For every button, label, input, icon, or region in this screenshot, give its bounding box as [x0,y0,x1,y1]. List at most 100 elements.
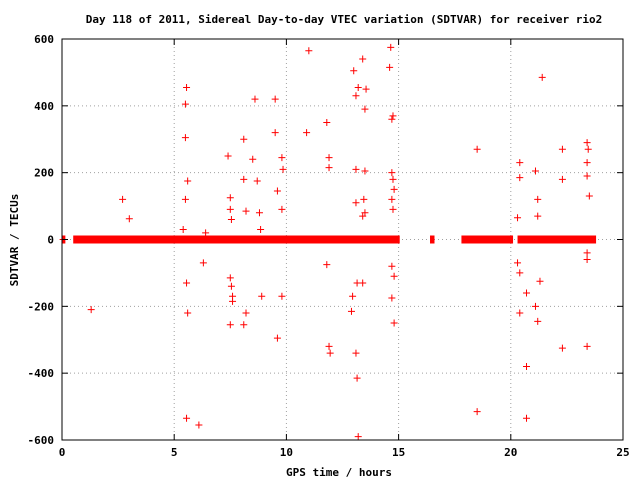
data-point [390,272,398,280]
data-point [534,212,542,220]
data-point [255,209,263,217]
data-point [183,414,191,422]
data-point [323,119,331,127]
data-point [352,199,360,207]
data-point [390,319,398,327]
data-point [516,269,524,277]
data-point [523,362,531,370]
data-point [179,225,187,233]
data-point [354,83,362,91]
data-point [558,344,566,352]
data-point [388,262,396,270]
data-point [271,95,279,103]
data-point [362,85,370,93]
data-point [388,115,396,123]
data-point [536,277,544,285]
data-point [473,145,481,153]
data-point [227,215,235,223]
y-axis-label: SDTVAR / TECUs [8,194,21,287]
axis-ticks [61,38,624,441]
x-tick-label: 15 [392,446,405,459]
data-point [359,212,367,220]
data-point [523,414,531,422]
data-point [558,145,566,153]
y-tick-label: -400 [28,367,55,380]
data-point [278,292,286,300]
data-point [388,195,396,203]
data-point [87,306,95,314]
data-point [326,349,334,357]
data-points [59,43,593,441]
data-point [389,112,397,120]
data-point [325,342,333,350]
data-point [523,289,531,297]
y-tick-label: 200 [34,167,54,180]
data-point [183,279,191,287]
data-point [388,169,396,177]
data-point [184,177,192,185]
data-point [278,154,286,162]
data-point [278,205,286,213]
data-point [273,187,281,195]
data-point [242,207,250,215]
data-point [240,175,248,183]
x-axis-label: GPS time / hours [286,466,392,479]
data-point [583,139,591,147]
data-point [279,165,287,173]
data-point [354,433,362,441]
data-point [199,259,207,267]
data-point [514,259,522,267]
y-tick-label: 600 [34,33,54,46]
data-point [240,321,248,329]
data-point [531,302,539,310]
data-point [558,175,566,183]
data-point [388,294,396,302]
data-point [224,152,232,160]
data-point [303,129,311,137]
data-point [125,215,133,223]
data-point [583,256,591,264]
data-point [347,307,355,315]
data-point [516,309,524,317]
data-point [349,292,357,300]
data-point [350,67,358,75]
data-point [531,167,539,175]
x-tick-label: 10 [280,446,293,459]
data-point [181,100,189,108]
data-point [227,282,235,290]
data-point [361,167,369,175]
data-point [273,334,281,342]
data-point [389,175,397,183]
data-point [323,261,331,269]
data-point [305,47,313,55]
x-tick-label: 20 [504,446,517,459]
data-point [226,194,234,202]
data-point [534,317,542,325]
data-point [226,205,234,213]
data-point [352,92,360,100]
data-point [202,229,210,237]
data-point [183,83,191,91]
data-point [352,165,360,173]
y-tick-label: 0 [47,234,54,247]
data-point [240,135,248,143]
data-point [516,174,524,182]
data-point [226,274,234,282]
x-tick-label: 0 [59,446,66,459]
data-point [583,342,591,350]
data-point [119,195,127,203]
data-point [473,408,481,416]
data-point [583,172,591,180]
data-point [534,195,542,203]
data-point [226,321,234,329]
data-point [181,195,189,203]
data-point [249,155,257,163]
data-point [386,63,394,71]
data-point [352,349,360,357]
data-point [181,134,189,142]
y-tick-label: -600 [28,434,55,447]
x-tick-labels: 0 5 10 15 20 25 [59,446,630,459]
data-point [251,95,259,103]
x-tick-label: 25 [616,446,629,459]
